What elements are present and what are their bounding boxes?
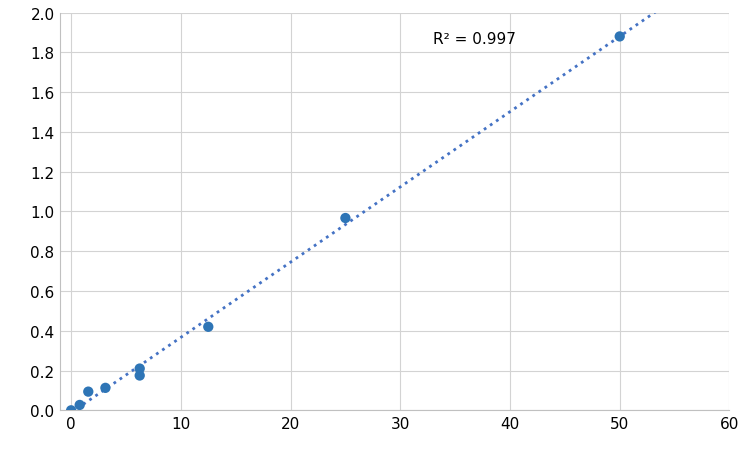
Point bbox=[65, 407, 77, 414]
Point bbox=[134, 372, 146, 379]
Text: R² = 0.997: R² = 0.997 bbox=[433, 32, 516, 47]
Point bbox=[614, 34, 626, 41]
Point bbox=[202, 323, 214, 331]
Point bbox=[99, 384, 111, 391]
Point bbox=[82, 388, 94, 396]
Point bbox=[134, 365, 146, 373]
Point bbox=[339, 215, 351, 222]
Point bbox=[74, 401, 86, 409]
